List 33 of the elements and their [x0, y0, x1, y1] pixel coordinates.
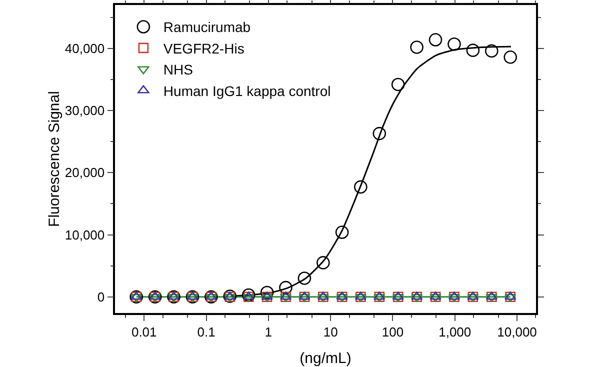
point	[466, 44, 480, 57]
point	[448, 37, 461, 51]
x-tick-label: 0.1	[197, 324, 216, 340]
legend-label: Ramucirumab	[163, 19, 251, 36]
point	[316, 256, 330, 270]
x-tick-label: 1,000	[438, 324, 472, 340]
legend-label: NHS	[163, 62, 193, 78]
y-tick-label: 30,000	[64, 103, 105, 118]
x-tick-label: 100	[382, 324, 404, 340]
point	[428, 33, 442, 46]
point	[391, 78, 405, 92]
point	[410, 40, 424, 54]
point	[504, 50, 518, 64]
x-axis-title: (ng/mL)	[300, 350, 352, 367]
x-tick-label: 10,000	[497, 324, 537, 340]
point	[335, 226, 349, 239]
x-tick-label: 10	[323, 324, 338, 340]
y-axis-title: Fluorescence Signal	[46, 91, 63, 227]
point	[279, 280, 292, 294]
y-tick-label: 40,000	[64, 41, 105, 56]
point	[260, 286, 274, 300]
point	[485, 44, 498, 58]
point	[354, 180, 368, 194]
point	[242, 288, 256, 302]
x-tick-label: 1	[264, 324, 272, 340]
point	[298, 272, 312, 285]
y-tick-label: 10,000	[64, 227, 105, 242]
y-tick-label: 0	[97, 289, 105, 304]
x-tick-label: 0.01	[131, 324, 157, 340]
point	[372, 126, 386, 140]
legend-label: VEGFR2-His	[163, 40, 244, 56]
y-tick-label: 20,000	[64, 165, 105, 180]
legend-label: Human IgG1 kappa control	[163, 82, 331, 99]
